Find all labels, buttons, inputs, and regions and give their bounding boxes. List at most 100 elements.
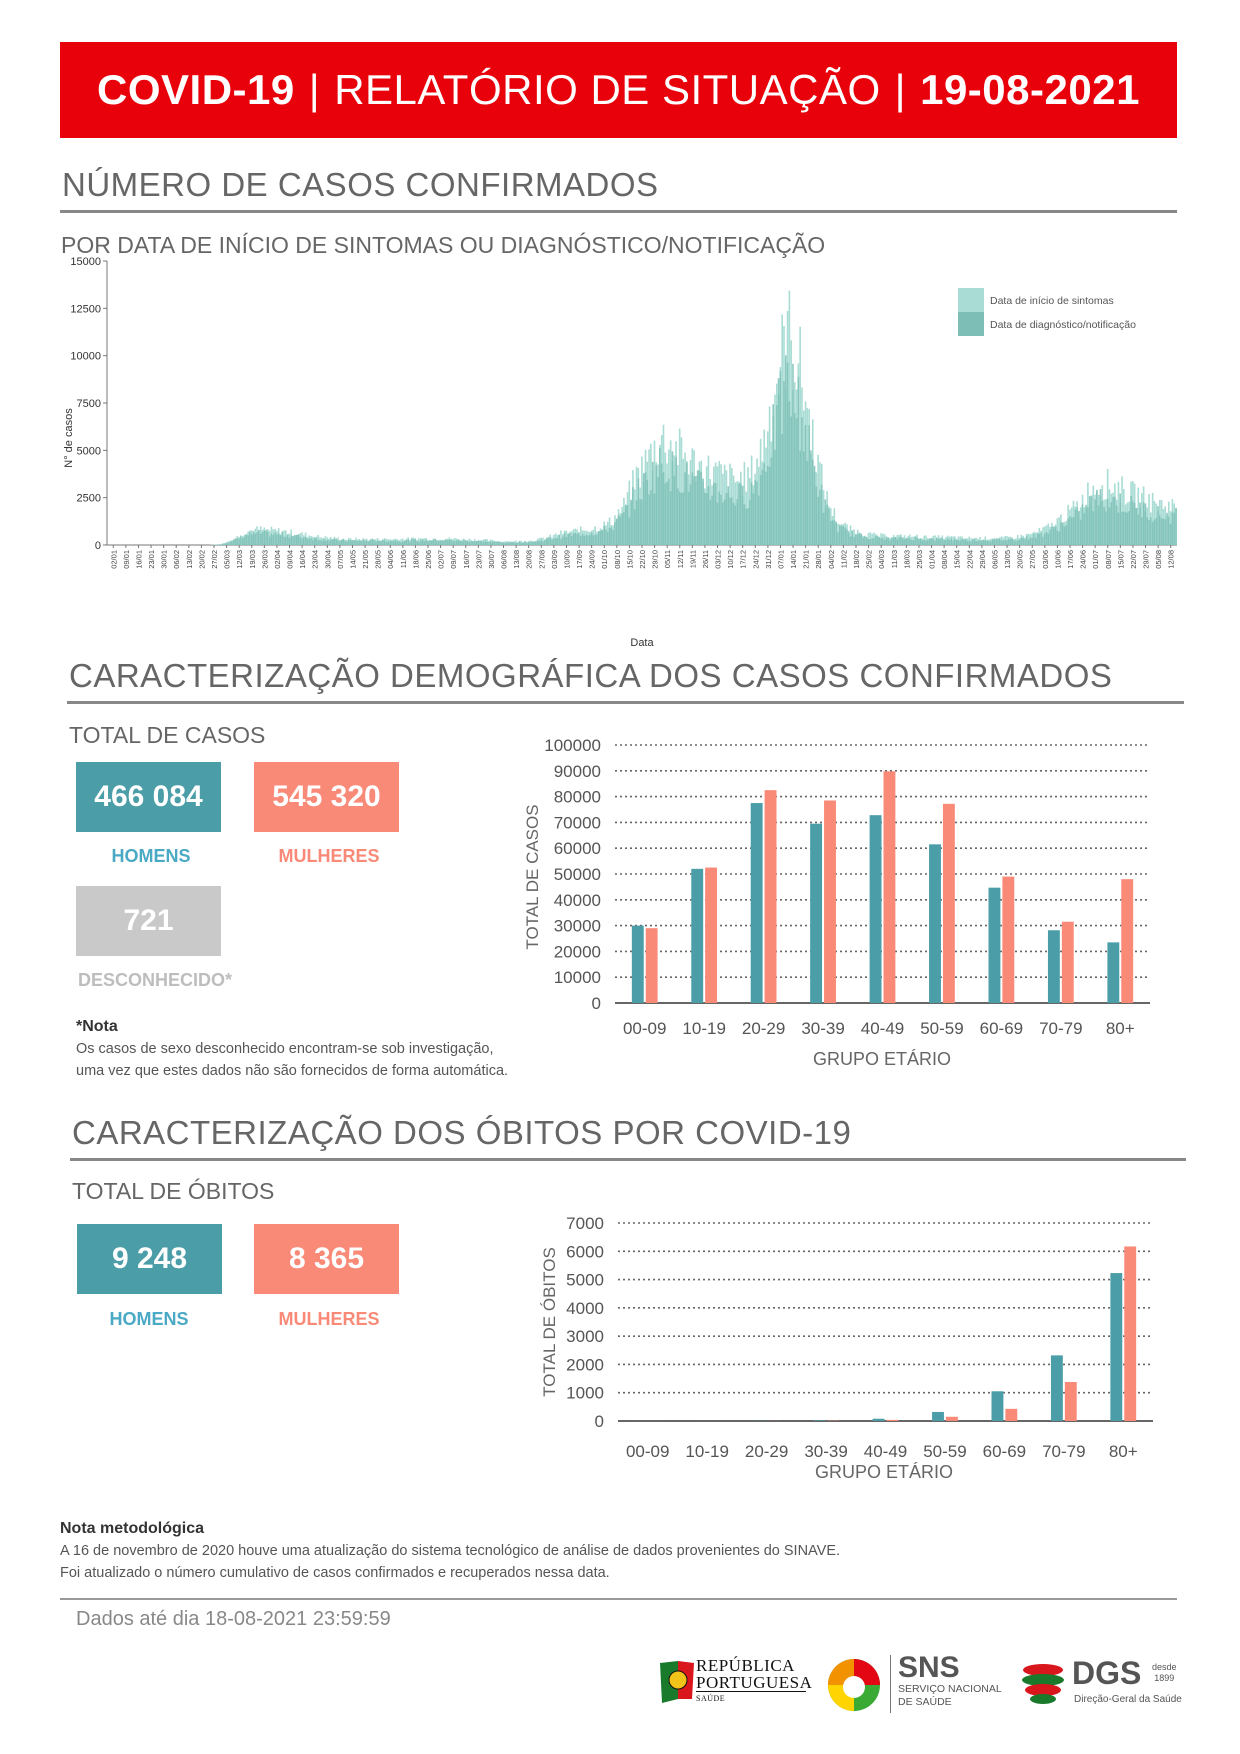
daily-bar-diagnosis [943, 540, 945, 545]
ac-x-tick-label: 70-79 [1039, 1019, 1082, 1038]
ad-x-tick-label: 10-19 [685, 1442, 728, 1461]
deaths-women-box: 8 365 [254, 1224, 399, 1294]
daily-bar-diagnosis [1083, 513, 1086, 545]
daily-bar-diagnosis [777, 378, 780, 545]
section-divider [70, 1158, 1186, 1161]
daily-bar-diagnosis [1087, 507, 1089, 545]
daily-bar-diagnosis [898, 537, 900, 545]
daily-x-tick-label: 20/05 [1016, 550, 1025, 569]
daily-x-tick-label: 08/10 [613, 550, 622, 569]
daily-bar-diagnosis [243, 536, 246, 545]
ac-y-tick-label: 70000 [554, 813, 601, 832]
legend-label-diagnosis: Data de diagnóstico/notificação [990, 319, 1136, 331]
daily-bar-diagnosis [499, 541, 501, 545]
daily-bar-diagnosis [294, 535, 296, 545]
daily-bar-onset [1148, 493, 1150, 545]
daily-bar-diagnosis [1088, 496, 1091, 545]
daily-bar-diagnosis [988, 540, 990, 545]
daily-bar-diagnosis [247, 535, 249, 545]
daily-bar-diagnosis [1148, 519, 1150, 545]
daily-bar-diagnosis [1123, 511, 1125, 545]
daily-bar-diagnosis [220, 544, 222, 545]
daily-bar-diagnosis [342, 539, 345, 545]
daily-bar-onset [925, 535, 927, 545]
ac-bar-women [1061, 921, 1074, 1003]
daily-bar-diagnosis [819, 489, 821, 545]
ad-y-tick-label: 7000 [566, 1214, 604, 1233]
daily-bar-diagnosis [1056, 530, 1059, 545]
daily-x-tick-label: 05/11 [663, 550, 672, 568]
daily-bar-diagnosis [743, 504, 746, 545]
daily-x-tick-label: 12/11 [676, 550, 685, 568]
daily-bar-diagnosis [635, 500, 638, 545]
daily-bar-diagnosis [867, 539, 870, 545]
daily-bar-diagnosis [1085, 504, 1087, 545]
daily-bar-diagnosis [772, 404, 774, 545]
daily-bar-diagnosis [324, 540, 327, 545]
daily-bar-diagnosis [392, 541, 395, 545]
daily-bar-diagnosis [612, 529, 614, 545]
daily-x-tick-label: 09/04 [286, 550, 295, 569]
daily-bar-diagnosis [319, 539, 321, 545]
daily-bar-diagnosis [720, 494, 722, 545]
daily-bar-diagnosis [232, 539, 235, 545]
daily-bar-diagnosis [849, 536, 852, 545]
ac-bar-men [988, 887, 1001, 1003]
footer-divider [60, 1598, 1177, 1600]
daily-bar-diagnosis [407, 539, 409, 545]
daily-x-tick-label: 11/03 [890, 550, 899, 568]
daily-bar-onset [1058, 517, 1060, 545]
daily-bar-diagnosis [223, 543, 226, 545]
logo-sns-line-3: DE SAÚDE [898, 1696, 952, 1708]
daily-bar-diagnosis [401, 541, 404, 545]
daily-bar-diagnosis [889, 540, 891, 545]
daily-bar-diagnosis [1042, 536, 1044, 545]
cases-unknown-label: DESCONHECIDO* [77, 970, 233, 990]
daily-bar-diagnosis [261, 532, 264, 545]
daily-bar-diagnosis [910, 539, 913, 545]
daily-bar-diagnosis [410, 538, 413, 545]
daily-bar-diagnosis [723, 499, 726, 545]
ac-bar-men [691, 868, 704, 1003]
daily-bar-diagnosis [923, 539, 926, 545]
daily-bar-diagnosis [299, 537, 302, 545]
daily-x-tick-label: 04/06 [386, 550, 395, 569]
daily-x-tick-label: 23/07 [474, 550, 483, 569]
daily-x-tick-label: 28/01 [814, 550, 823, 569]
daily-x-tick-label: 28/05 [374, 550, 383, 569]
daily-bar-onset [653, 440, 656, 545]
daily-bar-diagnosis [684, 472, 686, 545]
daily-bar-diagnosis [536, 540, 539, 545]
daily-bar-diagnosis [1036, 533, 1039, 545]
daily-bar-diagnosis [813, 465, 816, 545]
banner-title-covid: COVID-19 [97, 66, 295, 113]
daily-x-tick-label: 01/10 [600, 550, 609, 569]
ad-bar-women [886, 1419, 899, 1421]
daily-bar-onset [628, 480, 631, 545]
daily-bar-diagnosis [1171, 512, 1174, 545]
cases-section-title: NÚMERO DE CASOS CONFIRMADOS [62, 166, 659, 203]
ac-bar-women [942, 803, 955, 1003]
ad-y-tick-label: 5000 [566, 1271, 604, 1290]
ad-bar-men [991, 1391, 1004, 1421]
daily-bar-diagnosis [540, 539, 543, 545]
daily-bar-diagnosis [599, 531, 602, 545]
daily-bar-diagnosis [610, 527, 613, 545]
ad-y-tick-label: 1000 [566, 1384, 604, 1403]
daily-x-tick-label: 03/09 [550, 550, 559, 569]
report-banner: COVID-19 | RELATÓRIO DE SITUAÇÃO | 19-08… [60, 42, 1177, 138]
republica-portuguesa-logo: REPÚBLICA PORTUGUESA SAÚDE [656, 1653, 816, 1713]
daily-bar-diagnosis [513, 542, 516, 545]
daily-bar-diagnosis [303, 537, 305, 545]
daily-bar-diagnosis [430, 540, 433, 545]
daily-bar-diagnosis [321, 540, 323, 545]
ac-bar-women [764, 790, 777, 1003]
daily-bar-diagnosis [641, 499, 643, 545]
daily-bar-diagnosis [276, 534, 278, 545]
daily-bar-diagnosis [482, 542, 485, 545]
daily-bar-diagnosis [1025, 535, 1028, 545]
daily-bar-diagnosis [315, 538, 318, 545]
ac-y-tick-label: 30000 [554, 917, 601, 936]
daily-bar-diagnosis [475, 541, 478, 545]
daily-x-tick-label: 26/03 [260, 550, 269, 569]
